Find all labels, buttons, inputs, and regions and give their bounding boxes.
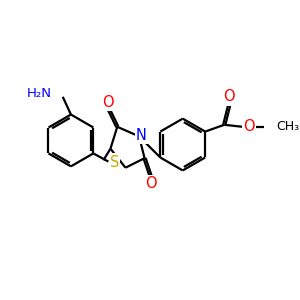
Text: O: O xyxy=(224,89,235,104)
Text: H₂N: H₂N xyxy=(26,87,51,100)
Text: O: O xyxy=(244,119,255,134)
Text: O: O xyxy=(145,176,156,191)
Text: O: O xyxy=(102,95,114,110)
Text: CH₃: CH₃ xyxy=(277,121,300,134)
Text: N: N xyxy=(136,128,147,143)
Text: S: S xyxy=(110,154,119,169)
